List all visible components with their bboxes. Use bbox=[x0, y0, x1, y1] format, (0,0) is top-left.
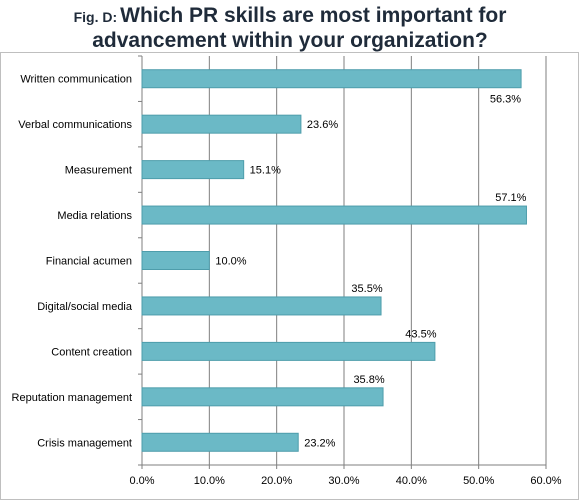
bar bbox=[141, 205, 527, 225]
bars bbox=[141, 69, 527, 452]
bar bbox=[141, 69, 522, 89]
bar bbox=[141, 160, 245, 180]
chart-title-line-2: advancement within your organization? bbox=[92, 29, 488, 52]
x-tick-label: 20.0% bbox=[261, 475, 292, 487]
category-label: Financial acumen bbox=[46, 256, 132, 268]
data-label: 56.3% bbox=[490, 94, 521, 106]
category-label: Reputation management bbox=[12, 392, 132, 404]
category-label: Written communication bbox=[20, 74, 132, 86]
chart-area bbox=[0, 52, 579, 500]
x-tick-label: 0.0% bbox=[129, 475, 154, 487]
bar bbox=[141, 296, 382, 316]
labels: 0.0% 10.0% 20.0% 30.0% 40.0% 50.0% 60.0% Writte… bbox=[12, 74, 562, 487]
x-tick-label: 40.0% bbox=[396, 475, 427, 487]
x-tick-label: 50.0% bbox=[463, 475, 494, 487]
category-label: Crisis management bbox=[37, 437, 132, 449]
bar bbox=[141, 432, 299, 452]
bar bbox=[141, 114, 302, 134]
chart-title-line-1: Which PR skills are most important for bbox=[120, 4, 507, 27]
figure-label: Fig. D: bbox=[73, 9, 118, 25]
data-label: 23.6% bbox=[307, 119, 338, 131]
category-label: Content creation bbox=[51, 346, 132, 358]
x-tick-label: 10.0% bbox=[194, 475, 225, 487]
x-tick-label: 60.0% bbox=[530, 475, 561, 487]
data-label: 23.2% bbox=[304, 437, 335, 449]
bar bbox=[141, 341, 436, 361]
data-label: 35.8% bbox=[353, 374, 384, 386]
data-label: 43.5% bbox=[405, 328, 436, 340]
data-label: 10.0% bbox=[215, 256, 246, 268]
bar bbox=[141, 251, 210, 270]
data-label: 15.1% bbox=[250, 165, 281, 177]
category-label: Media relations bbox=[57, 210, 132, 222]
category-label: Digital/social media bbox=[37, 301, 133, 313]
category-label: Verbal communications bbox=[18, 119, 132, 131]
chart-title: Fig. D: Which PR skills are most importan… bbox=[0, 4, 580, 53]
x-tick-label: 30.0% bbox=[328, 475, 359, 487]
category-label: Measurement bbox=[65, 165, 132, 177]
data-label: 35.5% bbox=[351, 283, 382, 295]
data-label: 57.1% bbox=[495, 192, 526, 204]
bar bbox=[141, 387, 384, 407]
